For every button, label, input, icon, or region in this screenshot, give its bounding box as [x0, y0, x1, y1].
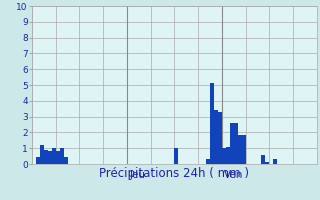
- Bar: [261, 155, 265, 164]
- Bar: [36, 157, 40, 164]
- Bar: [273, 159, 277, 164]
- Bar: [230, 123, 234, 164]
- Text: Jeu: Jeu: [129, 170, 145, 180]
- Bar: [52, 148, 56, 164]
- Bar: [265, 162, 269, 164]
- Text: Ven: Ven: [224, 170, 244, 180]
- Bar: [40, 145, 44, 164]
- Bar: [234, 123, 238, 164]
- Bar: [48, 151, 52, 164]
- Bar: [210, 83, 214, 164]
- Bar: [174, 148, 178, 164]
- Bar: [222, 148, 226, 164]
- Bar: [60, 148, 64, 164]
- X-axis label: Précipitations 24h ( mm ): Précipitations 24h ( mm ): [100, 167, 249, 180]
- Bar: [44, 150, 48, 164]
- Bar: [218, 112, 222, 164]
- Bar: [242, 135, 246, 164]
- Bar: [214, 110, 218, 164]
- Bar: [56, 151, 60, 164]
- Bar: [238, 135, 242, 164]
- Bar: [64, 157, 68, 164]
- Bar: [226, 147, 230, 164]
- Bar: [206, 159, 210, 164]
